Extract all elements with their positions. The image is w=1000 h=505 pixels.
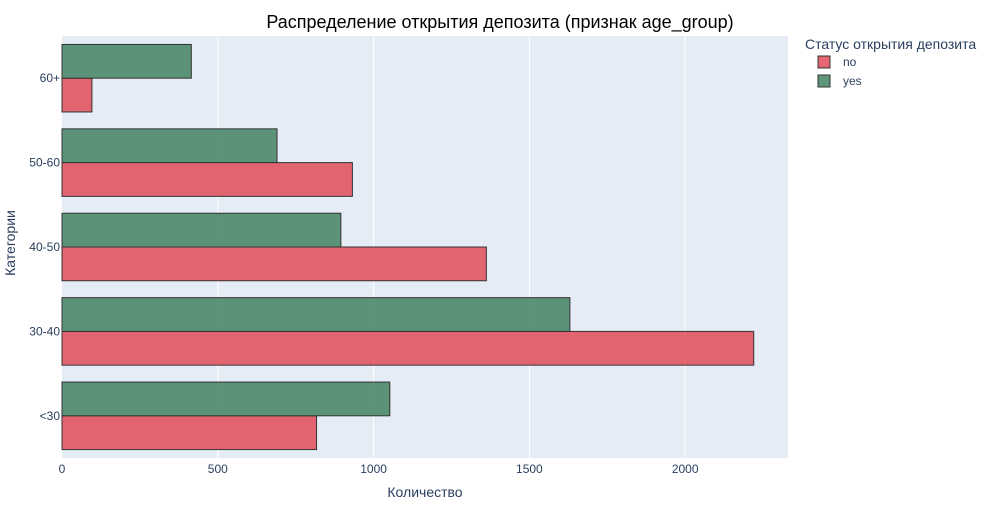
bar-yes-50-60 (61, 128, 278, 164)
legend-label-no: no (843, 55, 857, 69)
x-tick-label: 1000 (360, 462, 387, 476)
y-tick-label: 40-50 (29, 240, 60, 254)
y-tick-label: 60+ (40, 71, 60, 85)
bar-no-60+ (61, 77, 93, 113)
x-tick-label: 2000 (672, 462, 699, 476)
legend-title: Статус открытия депозита (805, 36, 976, 52)
bar-yes-40-50 (61, 212, 342, 248)
legend-swatch-yes (817, 74, 831, 88)
y-tick-label: 50-60 (29, 156, 60, 170)
y-tick-label: 30-40 (29, 324, 60, 338)
y-tick-label: <30 (40, 409, 61, 423)
x-tick-label: 500 (208, 462, 228, 476)
bar-no-30-40 (61, 330, 755, 366)
legend: Статус открытия депозита no yes (805, 36, 976, 88)
bars (61, 43, 755, 451)
chart-title: Распределение открытия депозита (признак… (266, 12, 733, 33)
bar-yes-<30 (61, 381, 391, 417)
bar-no-<30 (61, 415, 318, 451)
x-tick-label: 0 (59, 462, 66, 476)
bar-yes-60+ (61, 43, 192, 79)
y-axis-title: Категории (2, 210, 18, 276)
x-tick-label: 1500 (516, 462, 543, 476)
bar-yes-30-40 (61, 297, 571, 332)
bar-no-50-60 (61, 162, 353, 197)
legend-swatch-no (817, 55, 831, 69)
x-axis-title: Количество (387, 484, 462, 500)
x-axis-ticks: 0 500 1000 1500 2000 (59, 462, 699, 476)
legend-label-yes: yes (843, 74, 862, 88)
bar-no-40-50 (61, 246, 487, 282)
y-axis-ticks: <30 30-40 40-50 50-60 60+ (29, 71, 60, 423)
